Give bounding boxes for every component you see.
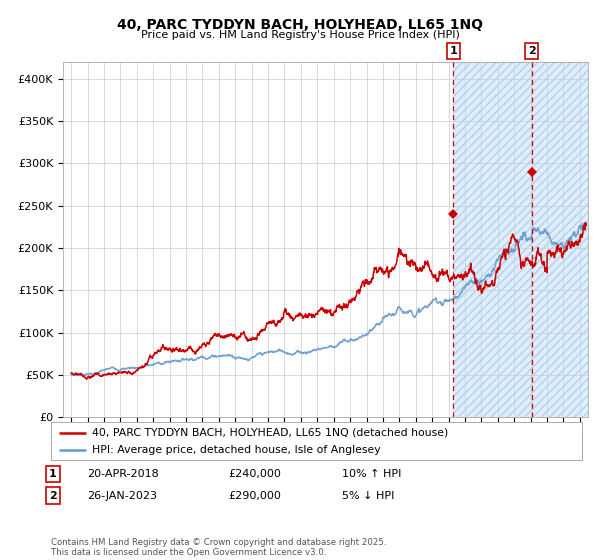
Text: 2: 2 xyxy=(49,491,56,501)
Text: 26-JAN-2023: 26-JAN-2023 xyxy=(87,491,157,501)
Bar xyxy=(454,62,588,417)
Text: £240,000: £240,000 xyxy=(228,469,281,479)
Text: Contains HM Land Registry data © Crown copyright and database right 2025.
This d: Contains HM Land Registry data © Crown c… xyxy=(51,538,386,557)
Text: £290,000: £290,000 xyxy=(228,491,281,501)
Text: Price paid vs. HM Land Registry's House Price Index (HPI): Price paid vs. HM Land Registry's House … xyxy=(140,30,460,40)
Text: 40, PARC TYDDYN BACH, HOLYHEAD, LL65 1NQ: 40, PARC TYDDYN BACH, HOLYHEAD, LL65 1NQ xyxy=(117,18,483,32)
Text: 10% ↑ HPI: 10% ↑ HPI xyxy=(342,469,401,479)
Text: 1: 1 xyxy=(49,469,56,479)
Bar xyxy=(454,62,588,417)
Text: 40, PARC TYDDYN BACH, HOLYHEAD, LL65 1NQ (detached house): 40, PARC TYDDYN BACH, HOLYHEAD, LL65 1NQ… xyxy=(92,427,449,437)
Text: 2: 2 xyxy=(528,46,536,56)
Text: 5% ↓ HPI: 5% ↓ HPI xyxy=(342,491,394,501)
Text: HPI: Average price, detached house, Isle of Anglesey: HPI: Average price, detached house, Isle… xyxy=(92,445,381,455)
Text: 20-APR-2018: 20-APR-2018 xyxy=(87,469,159,479)
Text: 1: 1 xyxy=(449,46,457,56)
